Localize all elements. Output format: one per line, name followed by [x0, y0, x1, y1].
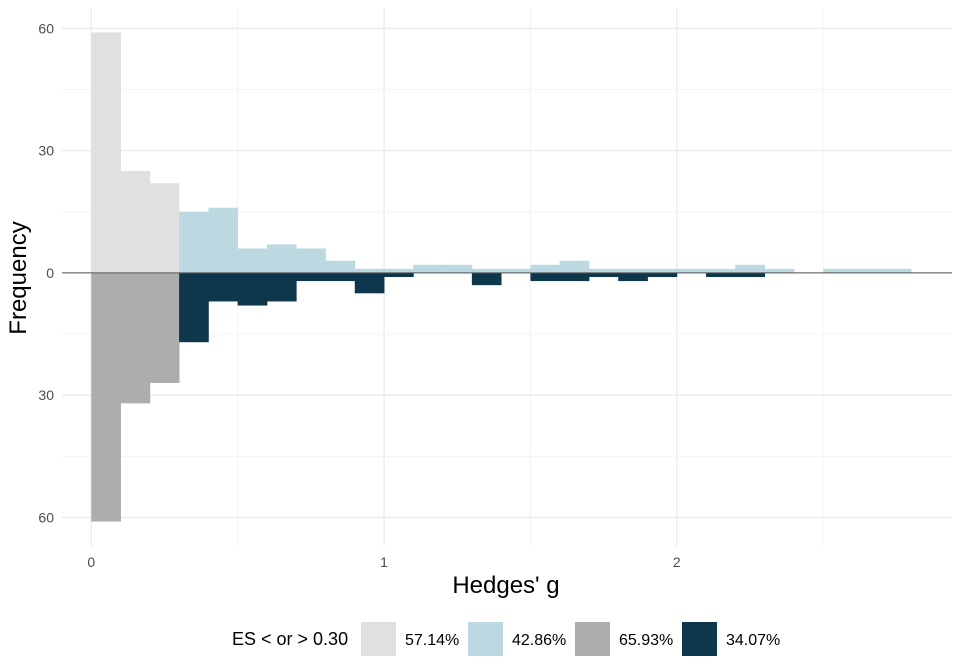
- x-axis-title: Hedges' g: [452, 572, 559, 599]
- bar: [706, 268, 736, 273]
- legend-key: [361, 622, 396, 656]
- bar: [530, 264, 561, 273]
- bar: [823, 268, 853, 273]
- x-tick-label: 1: [380, 554, 388, 570]
- y-tick-labels: 60 30 0 30 60: [38, 20, 54, 525]
- bar: [618, 272, 648, 282]
- legend-label: 65.93%: [619, 632, 673, 649]
- bar: [735, 264, 766, 273]
- bar: [325, 260, 356, 273]
- bar: [706, 272, 736, 277]
- legend-label: 42.86%: [512, 632, 566, 649]
- y-tick-label: 30: [38, 143, 54, 159]
- bar: [559, 260, 590, 273]
- x-tick-label: 2: [673, 554, 681, 570]
- bar: [296, 272, 326, 282]
- bar: [237, 248, 268, 273]
- bar: [384, 268, 414, 273]
- legend-label: 57.14%: [405, 632, 459, 649]
- bar: [471, 272, 502, 286]
- bar: [208, 272, 239, 302]
- bar: [647, 272, 678, 277]
- bars: [91, 32, 912, 522]
- bar: [559, 272, 590, 282]
- bar: [647, 268, 678, 273]
- legend-key: [682, 622, 717, 656]
- y-tick-label: 30: [38, 387, 54, 403]
- bar: [471, 268, 502, 273]
- legend-title: ES < or > 0.30: [232, 629, 348, 649]
- y-tick-label: 0: [46, 265, 54, 281]
- bar: [676, 268, 707, 273]
- bar: [120, 272, 151, 404]
- x-tick-labels: 0 1 2: [87, 554, 681, 570]
- bar: [325, 272, 356, 282]
- bar: [179, 272, 209, 343]
- bar: [266, 244, 297, 273]
- bar: [384, 272, 414, 277]
- bar: [735, 272, 766, 277]
- bar: [296, 248, 326, 273]
- legend-key: [468, 622, 503, 656]
- bar: [588, 272, 619, 277]
- legend-label: 34.07%: [726, 632, 780, 649]
- y-tick-label: 60: [38, 509, 54, 525]
- bar: [501, 268, 531, 273]
- y-axis-title: Frequency: [5, 221, 32, 334]
- bar: [588, 268, 619, 273]
- bar: [354, 272, 385, 294]
- bar: [208, 207, 239, 273]
- bar: [149, 272, 180, 383]
- bar: [120, 171, 151, 273]
- bar: [413, 264, 443, 273]
- bar: [881, 268, 912, 273]
- bar: [149, 183, 180, 273]
- bar: [266, 272, 297, 302]
- bar: [179, 211, 209, 273]
- bar: [852, 268, 883, 273]
- x-tick-label: 0: [87, 554, 95, 570]
- bar: [91, 272, 121, 522]
- bar: [442, 264, 473, 273]
- y-tick-label: 60: [38, 20, 54, 36]
- bar: [91, 32, 121, 273]
- bar: [237, 272, 268, 306]
- bar: [618, 268, 648, 273]
- legend: ES < or > 0.30 57.14% 42.86% 65.93% 34.07%: [232, 622, 780, 656]
- bar: [354, 268, 385, 273]
- bar: [764, 268, 795, 273]
- legend-key: [575, 622, 610, 656]
- bar: [530, 272, 561, 282]
